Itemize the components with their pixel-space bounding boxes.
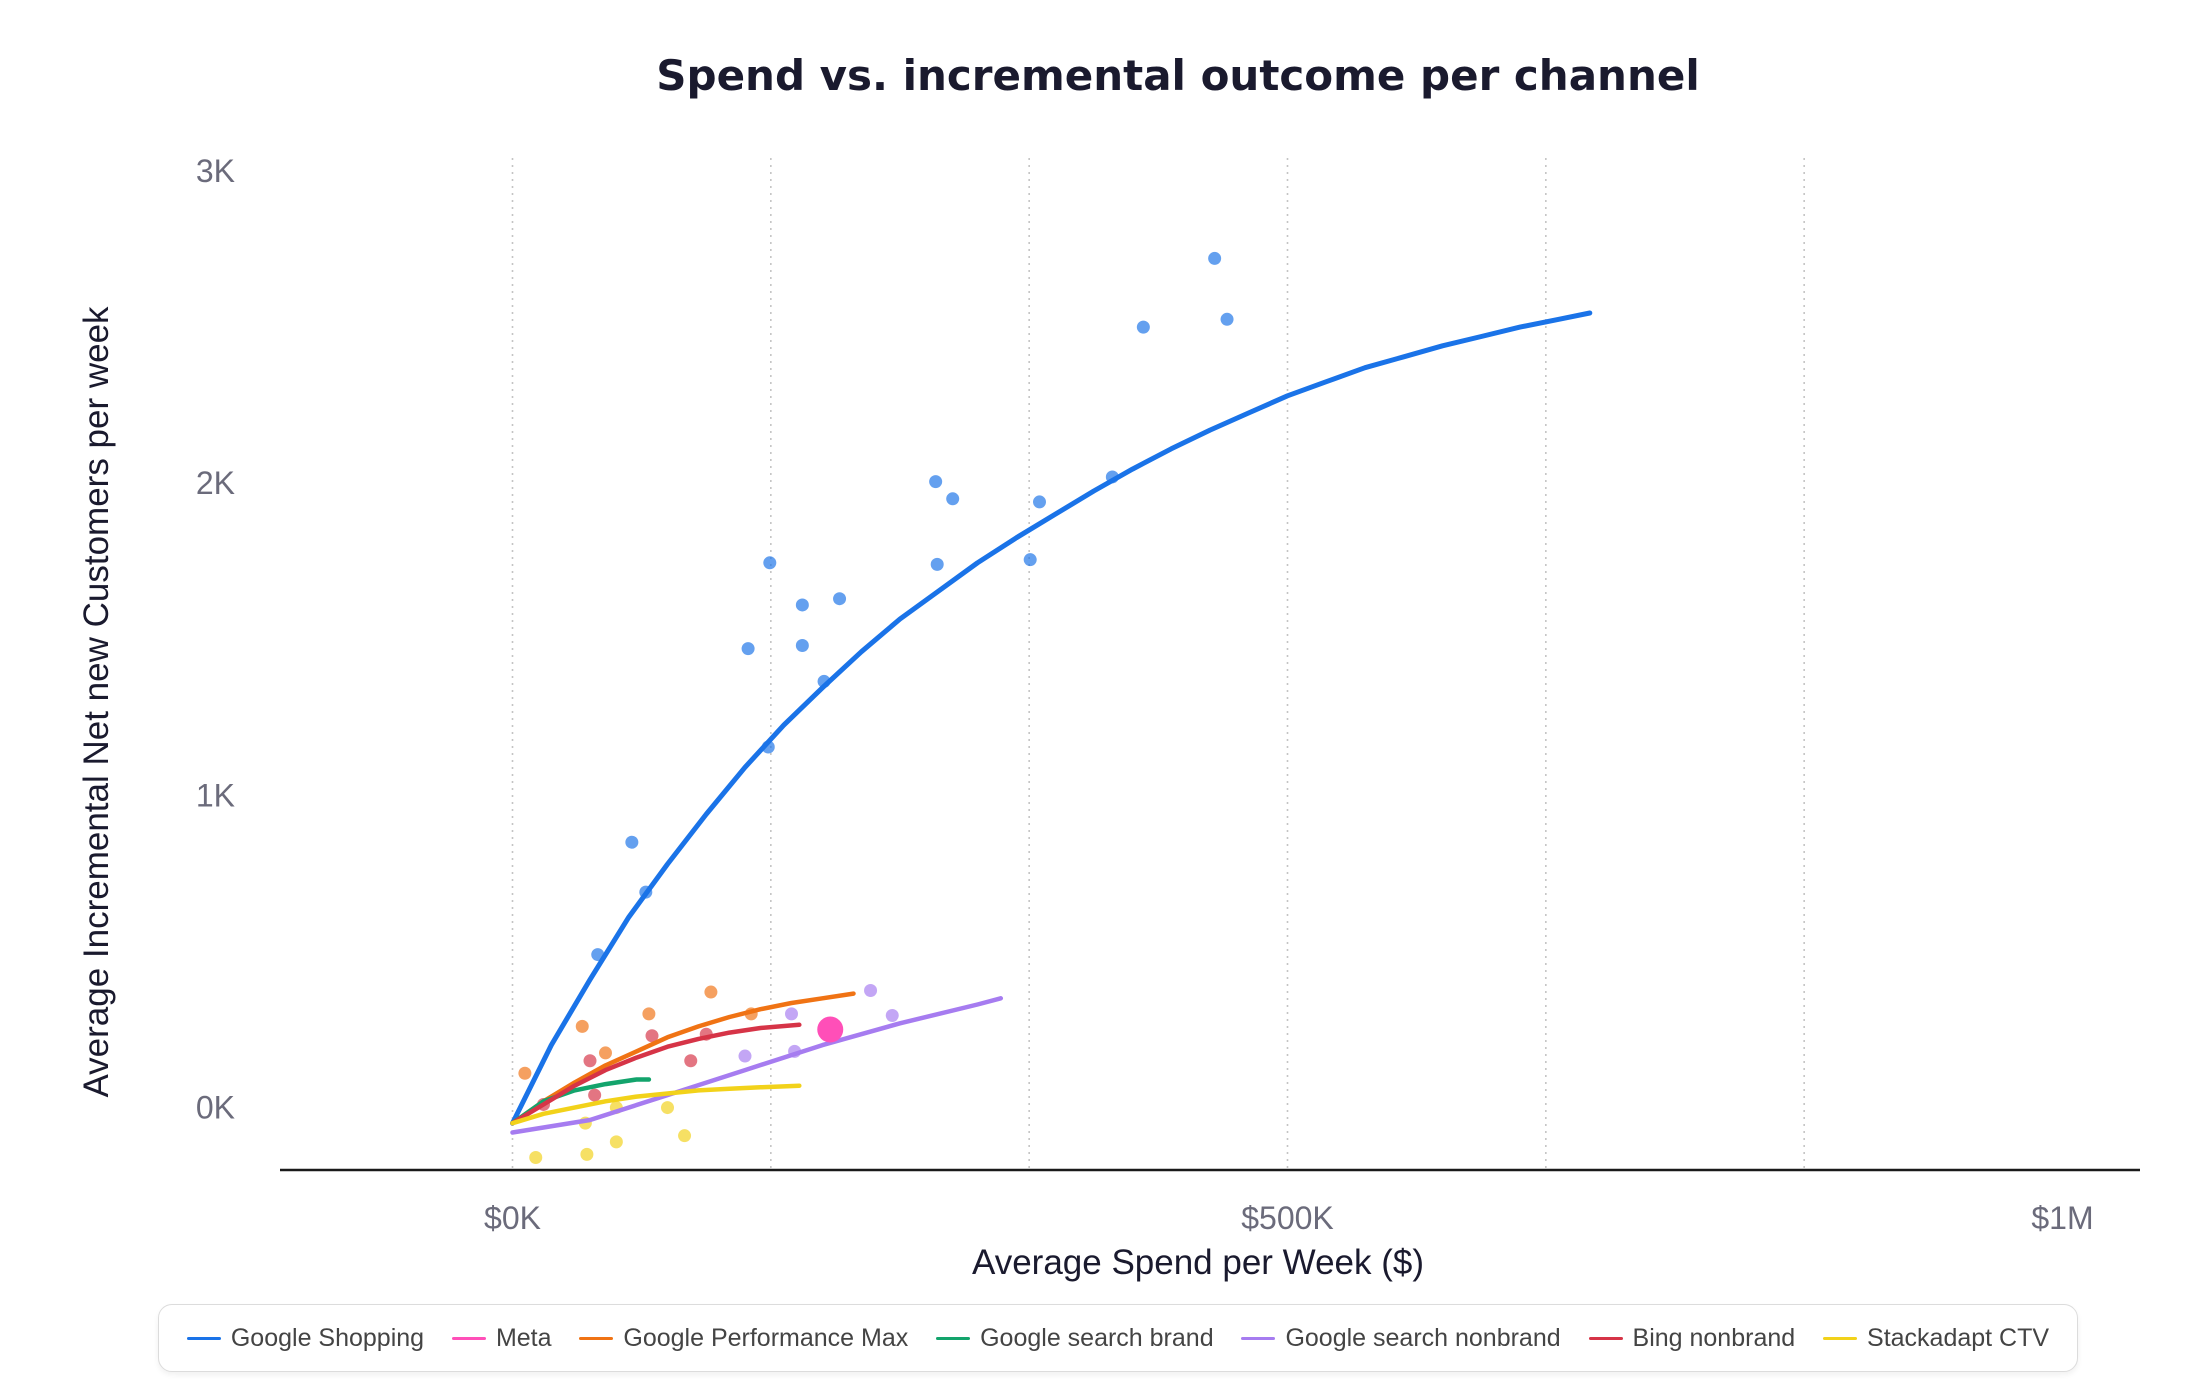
point-google-shopping xyxy=(929,475,943,489)
point-stackadapt-ctv xyxy=(609,1135,623,1149)
point-google-shopping xyxy=(795,598,809,612)
point-google-shopping xyxy=(795,639,809,653)
x-axis-label: Average Spend per Week ($) xyxy=(972,1243,1424,1282)
curve-google-shopping xyxy=(510,310,1593,1126)
legend-label: Stackadapt CTV xyxy=(1867,1323,2050,1352)
legend-swatch xyxy=(579,1336,614,1340)
legend-swatch xyxy=(1241,1336,1276,1340)
legend-item-google-performance-max[interactable]: Google Performance Max xyxy=(579,1324,908,1353)
legend-label: Bing nonbrand xyxy=(1632,1323,1796,1352)
point-google-search-nonbrand xyxy=(885,1008,899,1022)
x-tick-label: $500K xyxy=(1241,1200,1334,1236)
point-google-shopping xyxy=(763,556,777,570)
legend-swatch xyxy=(1823,1336,1858,1340)
point-bing-nonbrand xyxy=(684,1054,698,1068)
legend-label: Google Shopping xyxy=(230,1323,425,1352)
point-stackadapt-ctv xyxy=(678,1129,692,1143)
point-google-shopping xyxy=(946,492,960,506)
chart-legend: Google Shopping Meta Google Performance Ma… xyxy=(158,1304,2078,1372)
legend-label: Google Performance Max xyxy=(623,1323,909,1352)
curve-bing-nonbrand xyxy=(510,1022,802,1126)
point-google-shopping xyxy=(625,835,639,849)
legend-item-stackadapt-ctv[interactable]: Stackadapt CTV xyxy=(1823,1324,2049,1353)
fit-curves xyxy=(510,310,1593,1135)
point-google-shopping xyxy=(1136,320,1150,334)
legend-label: Google search brand xyxy=(980,1323,1214,1352)
point-google-shopping xyxy=(1033,495,1046,509)
legend-item-meta[interactable]: Meta xyxy=(451,1323,552,1353)
point-stackadapt-ctv xyxy=(661,1101,674,1115)
curve-stackadapt-ctv xyxy=(510,1083,802,1126)
legend-swatch xyxy=(936,1336,971,1340)
point-google-performance-max xyxy=(642,1007,656,1021)
point-google-search-nonbrand xyxy=(785,1007,798,1021)
legend-swatch xyxy=(1588,1336,1623,1340)
point-google-shopping xyxy=(930,557,944,571)
chart-title: Spend vs. incremental outcome per channe… xyxy=(656,51,1699,100)
legend-item-google-search-brand[interactable]: Google search brand xyxy=(936,1323,1214,1353)
point-stackadapt-ctv xyxy=(580,1147,594,1161)
legend-item-google-search-nonbrand[interactable]: Google search nonbrand xyxy=(1241,1323,1561,1353)
legend-label: Google search nonbrand xyxy=(1285,1323,1561,1352)
gridlines xyxy=(511,158,1805,1170)
point-bing-nonbrand xyxy=(583,1054,597,1068)
legend-item-bing-nonbrand[interactable]: Bing nonbrand xyxy=(1588,1323,1796,1353)
curve-google-performance-max xyxy=(510,991,856,1126)
point-google-performance-max xyxy=(599,1046,612,1060)
point-google-shopping xyxy=(1023,553,1037,567)
point-google-search-nonbrand xyxy=(738,1049,752,1063)
legend-swatch xyxy=(451,1336,486,1340)
point-google-shopping xyxy=(1208,251,1222,265)
point-google-search-nonbrand xyxy=(864,983,878,997)
point-meta xyxy=(817,1016,844,1043)
y-tick-label: 3K xyxy=(196,153,235,189)
legend-item-google-shopping[interactable]: Google Shopping xyxy=(186,1323,425,1353)
y-tick-label: 2K xyxy=(196,465,235,501)
y-tick-label: 1K xyxy=(196,777,235,813)
point-bing-nonbrand xyxy=(645,1029,659,1043)
y-tick-label: 0K xyxy=(196,1090,235,1126)
scatter-points xyxy=(518,251,1234,1165)
point-google-shopping xyxy=(833,592,847,606)
curve-google-search-nonbrand xyxy=(510,996,1004,1135)
point-google-performance-max xyxy=(704,985,718,999)
point-bing-nonbrand xyxy=(588,1088,602,1102)
point-google-shopping xyxy=(741,642,755,656)
highlight-points xyxy=(817,1016,844,1043)
legend-swatch xyxy=(186,1336,221,1340)
point-google-performance-max xyxy=(518,1066,532,1080)
point-stackadapt-ctv xyxy=(529,1151,543,1165)
y-axis-ticks: 0K 1K 2K 3K xyxy=(196,153,235,1126)
x-tick-label: $1M xyxy=(2031,1200,2093,1236)
y-axis-label: Average Incremental Net new Customers pe… xyxy=(77,306,116,1098)
point-google-performance-max xyxy=(575,1019,589,1033)
point-google-shopping xyxy=(1220,312,1234,326)
x-axis-ticks: $0K $500K $1M xyxy=(484,1200,2094,1236)
x-tick-label: $0K xyxy=(484,1200,541,1236)
legend-label: Meta xyxy=(495,1323,552,1352)
